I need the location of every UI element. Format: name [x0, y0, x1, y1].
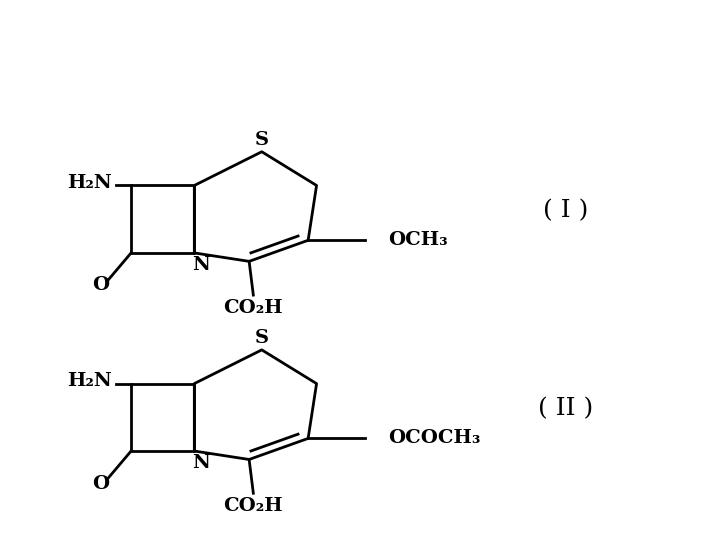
Text: O: O	[91, 475, 109, 493]
Text: S: S	[255, 131, 269, 149]
Text: OCH₃: OCH₃	[389, 231, 448, 249]
Text: N: N	[191, 256, 210, 274]
Text: CO₂H: CO₂H	[223, 497, 283, 515]
Text: H₂N: H₂N	[67, 373, 112, 391]
Text: ( II ): ( II )	[537, 397, 593, 420]
Text: O: O	[91, 276, 109, 294]
Text: ( I ): ( I )	[542, 199, 588, 222]
Text: OCOCH₃: OCOCH₃	[389, 430, 481, 447]
Text: N: N	[191, 454, 210, 472]
Text: S: S	[255, 329, 269, 347]
Text: H₂N: H₂N	[67, 174, 112, 192]
Text: CO₂H: CO₂H	[223, 299, 283, 317]
